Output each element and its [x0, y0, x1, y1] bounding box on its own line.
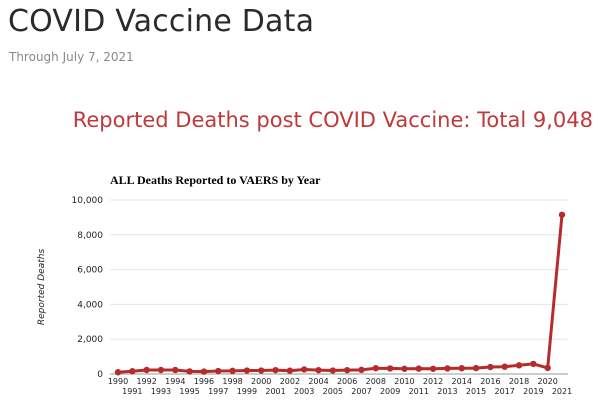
- x-tick-label: 2013: [437, 387, 457, 396]
- x-tick-label: 1991: [122, 387, 142, 396]
- x-tick-label: 2002: [280, 377, 300, 386]
- x-tick-label: 2003: [294, 387, 314, 396]
- data-point: [501, 363, 508, 370]
- data-point: [215, 367, 222, 375]
- x-tick-label: 2005: [323, 387, 343, 396]
- grid-lines: [110, 199, 568, 375]
- x-tick-label: 2018: [509, 377, 529, 386]
- x-tick-label: 2017: [495, 387, 515, 396]
- data-point: [286, 367, 294, 374]
- data-point: [343, 366, 351, 374]
- data-point: [329, 367, 337, 374]
- data-point: [415, 365, 422, 372]
- data-point: [472, 364, 480, 372]
- data-point: [530, 360, 537, 368]
- x-tick-label: 2009: [380, 387, 400, 396]
- x-tick-label: 2014: [452, 377, 472, 386]
- y-tick-label: 0: [97, 370, 103, 380]
- data-point: [372, 365, 380, 372]
- x-tick-label: 1999: [237, 387, 257, 396]
- y-tick-label: 6,000: [77, 266, 103, 276]
- y-tick-label: 8,000: [77, 231, 103, 241]
- x-tick-label: 2011: [409, 387, 429, 396]
- data-point: [558, 211, 566, 218]
- data-point: [315, 366, 322, 374]
- x-tick-label: 2010: [394, 377, 414, 386]
- y-tick-label: 2,000: [77, 335, 103, 345]
- data-point: [515, 362, 523, 369]
- x-tick-label: 2004: [308, 377, 328, 386]
- x-tick-label: 2007: [351, 387, 371, 396]
- x-tick-label: 1995: [179, 387, 199, 396]
- x-axis-ticks: 1990199119921993199419951996199719981999…: [108, 377, 572, 396]
- x-tick-label: 1996: [194, 377, 214, 386]
- data-point: [272, 366, 279, 374]
- x-tick-label: 1997: [208, 387, 228, 396]
- y-axis-label: Reported Deaths: [37, 249, 47, 326]
- x-tick-label: 2000: [251, 377, 271, 386]
- x-tick-label: 2016: [480, 377, 500, 386]
- x-tick-label: 2020: [537, 377, 557, 386]
- x-tick-label: 2012: [423, 377, 443, 386]
- x-tick-label: 2019: [523, 387, 543, 396]
- data-point: [143, 366, 150, 374]
- x-tick-label: 1994: [165, 377, 185, 386]
- x-tick-label: 1993: [151, 387, 171, 396]
- data-point: [243, 367, 251, 374]
- data-point: [358, 366, 365, 374]
- data-point: [429, 365, 437, 372]
- y-tick-label: 10,000: [72, 196, 104, 206]
- data-point: [258, 367, 265, 374]
- data-point: [487, 363, 494, 371]
- chart-headline: Reported Deaths post COVID Vaccine: Tota…: [72, 108, 593, 132]
- page-title: COVID Vaccine Data: [8, 4, 315, 39]
- x-tick-label: 2015: [466, 387, 486, 396]
- x-tick-label: 1998: [222, 377, 242, 386]
- data-point: [386, 365, 394, 372]
- data-point: [458, 365, 465, 372]
- x-tick-label: 1990: [108, 377, 128, 386]
- x-tick-label: 2021: [552, 387, 572, 396]
- data-point: [172, 366, 179, 374]
- data-point: [544, 364, 551, 372]
- data-point: [444, 365, 451, 372]
- series-line: [117, 214, 564, 374]
- data-point: [300, 366, 308, 373]
- x-tick-label: 2006: [337, 377, 357, 386]
- data-point: [229, 367, 236, 375]
- data-point: [129, 368, 136, 375]
- chart-title: ALL Deaths Reported to VAERS by Year: [110, 173, 321, 187]
- data-point: [186, 368, 193, 375]
- data-point: [200, 368, 208, 375]
- x-tick-label: 1992: [136, 377, 156, 386]
- data-point: [114, 369, 122, 376]
- y-tick-label: 4,000: [77, 300, 103, 310]
- x-tick-label: 2001: [265, 387, 285, 396]
- y-axis-ticks: 0 2,000 4,000 6,000 8,000 10,000: [72, 196, 104, 380]
- data-point: [157, 366, 165, 374]
- page-subtitle: Through July 7, 2021: [9, 50, 134, 64]
- series-layer: [114, 211, 566, 376]
- data-point: [401, 365, 408, 372]
- x-tick-label: 2008: [366, 377, 386, 386]
